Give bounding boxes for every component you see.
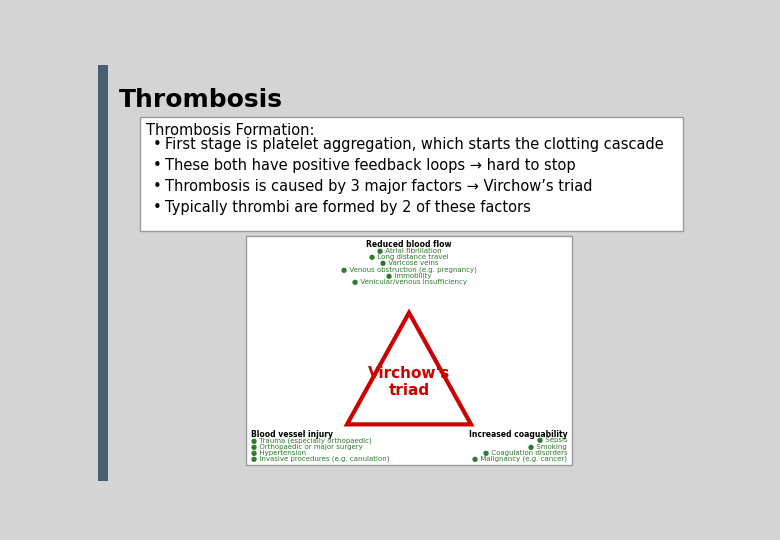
Text: ● Orthopaedic or major surgery: ● Orthopaedic or major surgery (251, 443, 363, 450)
Text: Blood vessel injury: Blood vessel injury (251, 430, 333, 439)
Text: Increased coaguability: Increased coaguability (469, 430, 567, 439)
Text: ● Immobility: ● Immobility (386, 273, 432, 279)
Text: ● Malignancy (e.g. cancer): ● Malignancy (e.g. cancer) (472, 456, 567, 462)
Text: Typically thrombi are formed by 2 of these factors: Typically thrombi are formed by 2 of the… (165, 200, 531, 214)
FancyBboxPatch shape (98, 65, 108, 481)
Text: ● Invasive procedures (e.g. canulation): ● Invasive procedures (e.g. canulation) (251, 456, 389, 462)
Text: ● Venicular/venous insufficiency: ● Venicular/venous insufficiency (352, 279, 466, 285)
Text: ● Atrial fibrillation: ● Atrial fibrillation (377, 248, 441, 254)
Text: •: • (153, 158, 161, 173)
Text: ● Sepsis: ● Sepsis (537, 437, 567, 443)
Text: ● Smoking: ● Smoking (528, 443, 567, 450)
Text: Thrombosis Formation:: Thrombosis Formation: (147, 123, 315, 138)
Text: ● Long distance travel: ● Long distance travel (369, 254, 448, 260)
FancyBboxPatch shape (140, 117, 682, 231)
Text: ● Hypertension: ● Hypertension (251, 450, 306, 456)
Text: Virchow's
triad: Virchow's triad (368, 366, 450, 398)
Text: ● Trauma (especially orthopaedic): ● Trauma (especially orthopaedic) (251, 437, 372, 444)
Text: •: • (153, 137, 161, 152)
Text: Thrombosis: Thrombosis (119, 88, 283, 112)
Text: First stage is platelet aggregation, which starts the clotting cascade: First stage is platelet aggregation, whi… (165, 137, 664, 152)
Text: Thrombosis is caused by 3 major factors → Virchow’s triad: Thrombosis is caused by 3 major factors … (165, 179, 593, 194)
Text: •: • (153, 179, 161, 194)
Text: Reduced blood flow: Reduced blood flow (367, 240, 452, 249)
FancyBboxPatch shape (246, 236, 572, 465)
Text: ● Coagulation disorders: ● Coagulation disorders (483, 450, 567, 456)
Text: ● Varicose veins: ● Varicose veins (380, 260, 438, 266)
Text: These both have positive feedback loops → hard to stop: These both have positive feedback loops … (165, 158, 576, 173)
Text: •: • (153, 200, 161, 214)
Text: ● Venous obstruction (e.g. pregnancy): ● Venous obstruction (e.g. pregnancy) (341, 266, 477, 273)
